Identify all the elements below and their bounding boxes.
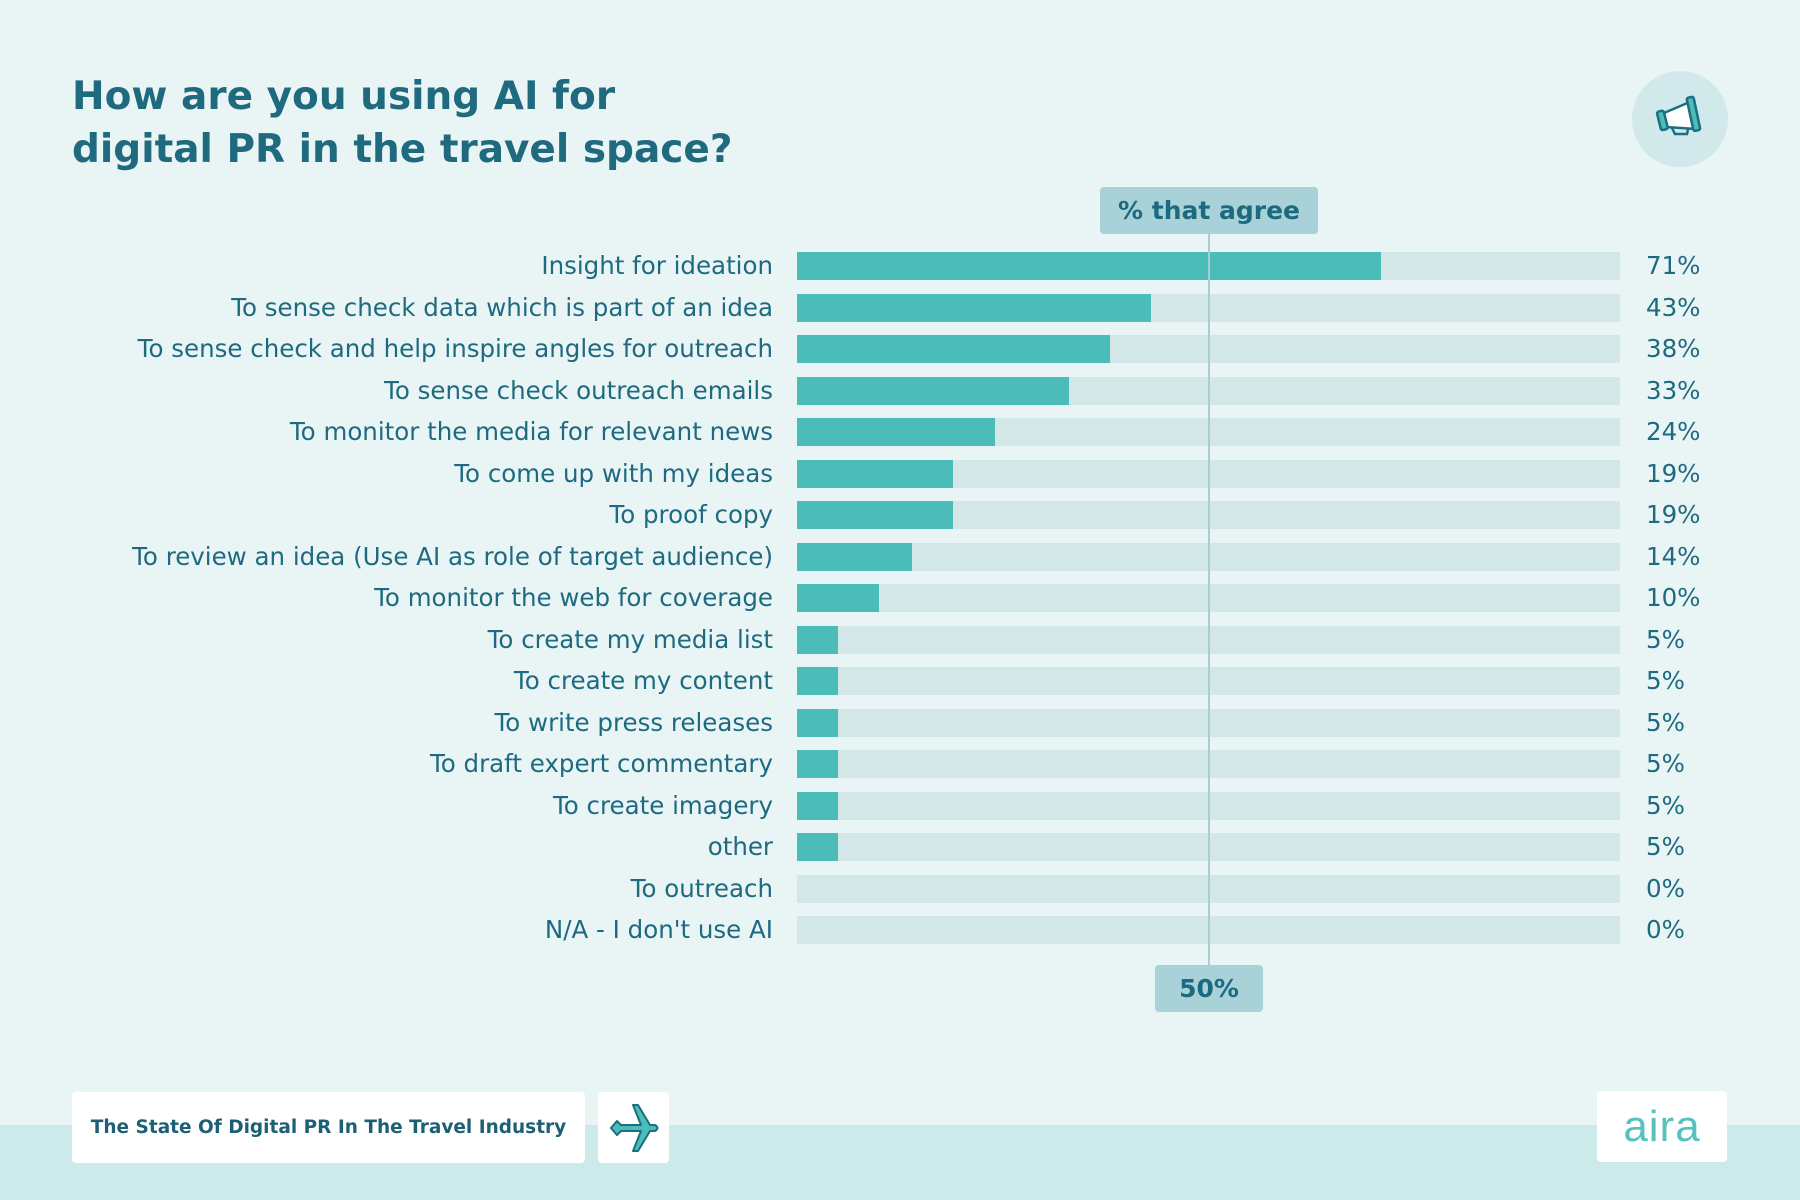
bar: [797, 376, 1069, 405]
category-label: To proof copy: [609, 500, 773, 529]
category-label: To sense check data which is part of an …: [231, 292, 773, 322]
category-label: To write press releases: [494, 707, 773, 737]
bar: [797, 335, 1110, 363]
bar: [797, 418, 995, 446]
value-label: 38%: [1646, 334, 1701, 363]
bar: [797, 667, 839, 695]
reference-line-label: 50%: [1155, 965, 1263, 1012]
category-label: To create imagery: [552, 790, 773, 820]
value-label: 5%: [1646, 832, 1685, 861]
bar: [797, 791, 839, 820]
bar-row: To create my media list 5%: [0, 624, 1800, 654]
bar: [797, 750, 839, 778]
aira-logo: aira: [1597, 1091, 1727, 1162]
bar-row: To come up with my ideas 19%: [0, 458, 1800, 488]
category-label: other: [707, 832, 773, 861]
header-label: % that agree: [1100, 187, 1318, 234]
value-label: 5%: [1646, 707, 1685, 737]
value-label: 33%: [1646, 375, 1701, 405]
category-label: To sense check outreach emails: [384, 375, 773, 405]
bar: [797, 708, 839, 737]
value-label: 5%: [1646, 749, 1685, 778]
bar: [797, 252, 1382, 280]
value-label: 19%: [1646, 500, 1701, 529]
bar-row: To sense check data which is part of an …: [0, 292, 1800, 322]
bar: [797, 833, 839, 861]
category-label: To outreach: [630, 873, 773, 903]
bar-row: To sense check and help inspire angles f…: [0, 335, 1800, 363]
megaphone-icon: [1632, 71, 1728, 167]
bar-row: N/A - I don't use AI 0%: [0, 916, 1800, 944]
bar-row: To monitor the web for coverage 10%: [0, 584, 1800, 612]
bar-row: other 5%: [0, 833, 1800, 861]
category-label: To review an idea (Use AI as role of tar…: [132, 541, 773, 571]
category-label: To monitor the media for relevant news: [289, 417, 773, 446]
bar-row: To sense check outreach emails 33%: [0, 375, 1800, 405]
bar-row: To create my content 5%: [0, 667, 1800, 695]
value-label: 14%: [1646, 541, 1701, 571]
category-label: To monitor the web for coverage: [374, 583, 773, 612]
bar-row: To monitor the media for relevant news 2…: [0, 418, 1800, 446]
bar: [797, 501, 954, 529]
value-label: 19%: [1646, 458, 1701, 488]
page-title: How are you using AI for digital PR in t…: [72, 74, 733, 172]
value-label: 24%: [1646, 417, 1701, 446]
bar-row: To write press releases 5%: [0, 707, 1800, 737]
category-label: To create my content: [513, 666, 773, 695]
value-label: 5%: [1646, 624, 1685, 654]
report-title: The State Of Digital PR In The Travel In…: [72, 1092, 585, 1163]
bar: [797, 542, 913, 571]
value-label: 71%: [1646, 251, 1701, 280]
bar: [797, 459, 954, 488]
category-label: N/A - I don't use AI: [544, 915, 773, 944]
category-label: To create my media list: [487, 624, 773, 654]
bar-row: To proof copy 19%: [0, 501, 1800, 529]
value-label: 5%: [1646, 790, 1685, 820]
bar-row: To outreach 0%: [0, 873, 1800, 903]
value-label: 0%: [1646, 873, 1685, 903]
category-label: To come up with my ideas: [454, 458, 773, 488]
bar: [797, 584, 880, 612]
bar-row: To review an idea (Use AI as role of tar…: [0, 541, 1800, 571]
value-label: 43%: [1646, 292, 1701, 322]
airplane-icon: [598, 1092, 669, 1163]
value-label: 10%: [1646, 583, 1701, 612]
category-label: To sense check and help inspire angles f…: [137, 334, 773, 363]
category-label: Insight for ideation: [541, 251, 773, 280]
bar: [797, 625, 839, 654]
bar-row: To draft expert commentary 5%: [0, 750, 1800, 778]
bar-row: Insight for ideation 71%: [0, 252, 1800, 280]
bar-row: To create imagery 5%: [0, 790, 1800, 820]
bar: [797, 293, 1151, 322]
category-label: To draft expert commentary: [429, 749, 773, 778]
value-label: 0%: [1646, 915, 1685, 944]
reference-line-50: [1208, 234, 1210, 965]
value-label: 5%: [1646, 666, 1685, 695]
